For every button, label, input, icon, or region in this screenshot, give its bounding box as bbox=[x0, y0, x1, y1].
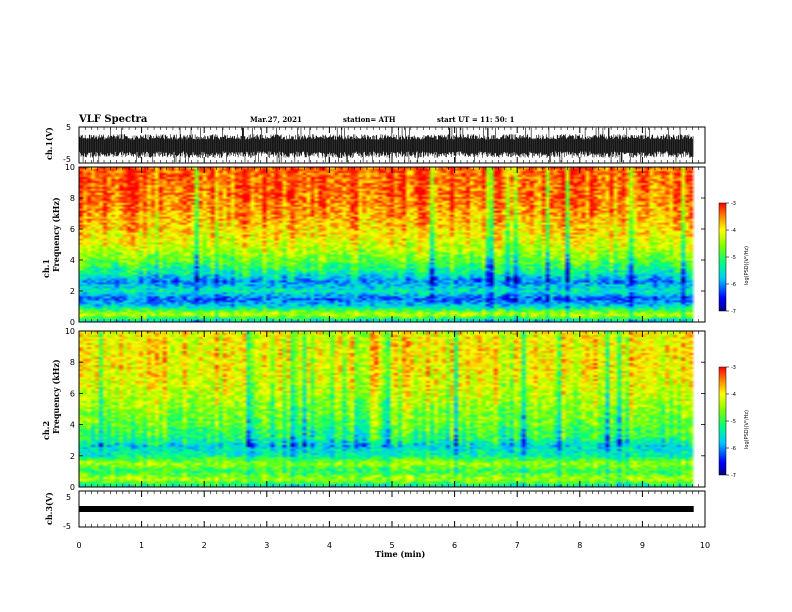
x-tick-label: 10 bbox=[700, 541, 710, 550]
ch2-colorbar-label: log(PSD)(V²/Hz) bbox=[744, 410, 750, 449]
header-start-time: start UT = 11: 50: 1 bbox=[437, 115, 515, 124]
x-tick-label: 3 bbox=[264, 541, 269, 550]
ch1-colorbar-label: log(PSD)(V²/Hz) bbox=[744, 246, 750, 285]
ch1-ytick-top: 5 bbox=[66, 123, 71, 132]
ch2-ytick-label: 10 bbox=[65, 327, 75, 336]
x-tick-label: 0 bbox=[76, 541, 81, 550]
ch1-ytick-label: 2 bbox=[70, 287, 75, 296]
colorbar-tick-label: -6 bbox=[731, 282, 736, 288]
ch1-ytick-label: 10 bbox=[65, 163, 75, 172]
ch1-spectrogram-image bbox=[79, 167, 705, 322]
ch2-ytick-label: 4 bbox=[70, 421, 75, 430]
x-tick-label: 1 bbox=[139, 541, 144, 550]
ch1-ytick-label: 0 bbox=[70, 318, 75, 327]
ch2-spectrogram-panel: 0 2 4 6 8 10 ch.2 Frequency (kHz) bbox=[41, 327, 706, 492]
x-tick-label: 9 bbox=[640, 541, 645, 550]
ch3-ytick-bottom: -5 bbox=[63, 522, 71, 531]
ch1-ytick-label: 6 bbox=[70, 225, 75, 234]
x-tick-label: 7 bbox=[515, 541, 520, 550]
ch3-waveform-panel: 5 -5 ch.3(V) bbox=[44, 490, 706, 531]
ch2-freq-ylabel: Frequency (kHz) bbox=[51, 359, 61, 434]
x-tick-label: 2 bbox=[202, 541, 207, 550]
x-axis-tick-labels: 0 1 2 3 4 5 6 7 8 9 10 bbox=[76, 541, 710, 550]
colorbar-tick-label: -7 bbox=[731, 473, 736, 479]
ch2-colorbar-gradient bbox=[719, 367, 726, 475]
colorbar-tick-label: -6 bbox=[731, 446, 736, 452]
ch1-ytick-label: 4 bbox=[70, 256, 75, 265]
colorbar-tick-label: -3 bbox=[731, 201, 736, 207]
ch3-ytick-top: 5 bbox=[66, 493, 71, 502]
colorbar-tick-label: -7 bbox=[731, 309, 736, 315]
x-tick-label: 8 bbox=[577, 541, 582, 550]
ch1-spectrogram-panel: 0 2 4 6 8 10 ch.1 Frequency (kHz) bbox=[41, 163, 706, 327]
colorbar-tick-label: -4 bbox=[731, 392, 736, 398]
ch2-colorbar: -3 -4 -5 -6 -7 log(PSD)(V²/Hz) bbox=[718, 365, 750, 479]
ch3-waveform-ylabel: ch.3(V) bbox=[44, 492, 54, 525]
ch1-colorbar: -3 -4 -5 -6 -7 log(PSD)(V²/Hz) bbox=[718, 201, 750, 315]
ch1-waveform-ylabel: ch.1(V) bbox=[44, 127, 54, 160]
ch1-freq-ylabel: Frequency (kHz) bbox=[51, 197, 61, 272]
x-tick-label: 6 bbox=[452, 541, 457, 550]
header-station: station= ATH bbox=[343, 115, 396, 124]
ch2-spectrogram-image bbox=[79, 331, 705, 487]
x-tick-label: 4 bbox=[327, 541, 332, 550]
colorbar-tick-label: -3 bbox=[731, 365, 736, 371]
ch2-ytick-label: 2 bbox=[70, 452, 75, 461]
ch1-label: ch.1 bbox=[41, 259, 51, 278]
ch1-ytick-bottom: -5 bbox=[63, 155, 71, 164]
ch1-waveform-trace bbox=[78, 127, 694, 163]
header-date: Mar.27, 2021 bbox=[250, 115, 302, 124]
ch2-ytick-label: 8 bbox=[70, 358, 75, 367]
ch1-colorbar-gradient bbox=[719, 203, 726, 311]
ch2-ytick-label: 0 bbox=[70, 483, 75, 492]
x-tick-label: 5 bbox=[389, 541, 394, 550]
colorbar-tick-label: -5 bbox=[731, 419, 736, 425]
ch3-waveform-trace bbox=[79, 506, 694, 512]
ch1-ytick-label: 8 bbox=[70, 194, 75, 203]
ch1-waveform-panel: 5 -5 ch.1(V) bbox=[44, 123, 706, 164]
ch2-heatmap-cells bbox=[79, 331, 705, 487]
ch2-label: ch.2 bbox=[41, 421, 51, 440]
ch2-ytick-label: 6 bbox=[70, 389, 75, 398]
colorbar-tick-label: -5 bbox=[731, 255, 736, 261]
colorbar-tick-label: -4 bbox=[731, 228, 736, 234]
figure-title: VLF Spectra bbox=[78, 114, 148, 125]
x-axis-label: Time (min) bbox=[375, 549, 425, 559]
time-tick-marks bbox=[78, 127, 706, 527]
ch1-heatmap-cells bbox=[79, 167, 705, 322]
